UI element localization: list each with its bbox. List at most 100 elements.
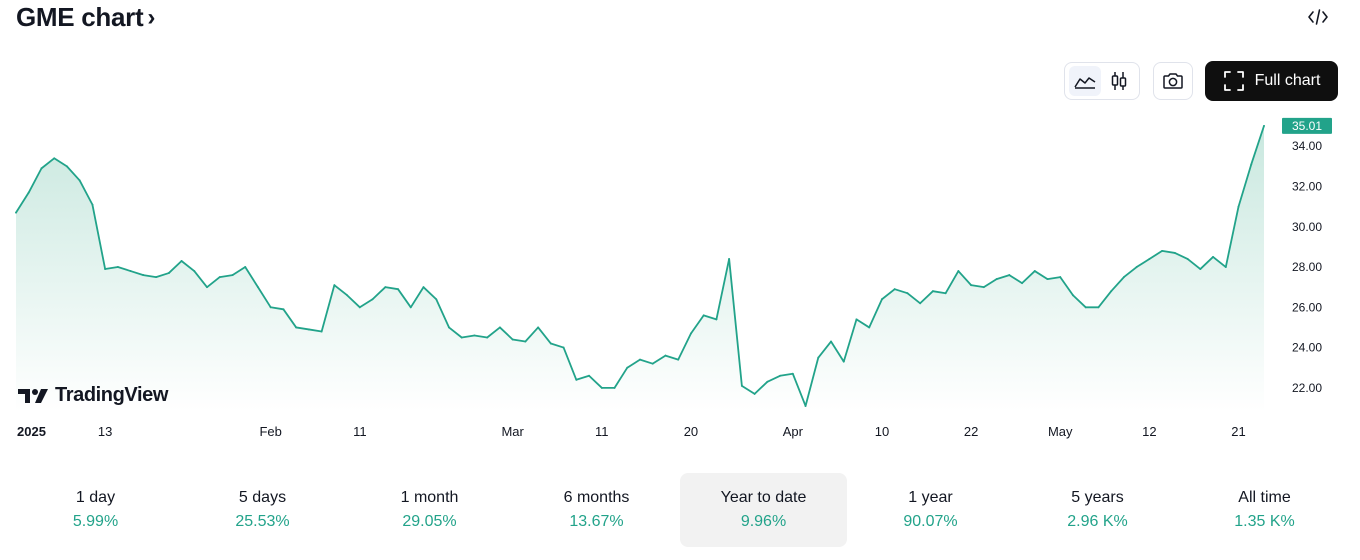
data-point: [66, 165, 68, 168]
data-point: [53, 157, 56, 160]
line-segment: [1059, 276, 1074, 297]
period-change-value: 90.07%: [903, 513, 958, 530]
x-tick-label: Feb: [259, 424, 282, 439]
line-segment: [78, 179, 94, 206]
camera-icon: [1163, 73, 1183, 89]
data-point: [613, 386, 616, 389]
data-point: [1123, 276, 1125, 278]
period-change-value: 1.35 K%: [1234, 513, 1295, 530]
data-point: [257, 286, 259, 289]
line-segment: [397, 288, 412, 309]
line-segment: [282, 308, 298, 329]
tradingview-logo[interactable]: TradingView: [17, 384, 168, 407]
period-change-value: 9.96%: [740, 513, 787, 530]
embed-code-button[interactable]: [1304, 6, 1332, 28]
data-point: [15, 211, 17, 214]
data-point: [104, 268, 107, 270]
line-segment: [307, 328, 323, 333]
line-segment: [1224, 205, 1240, 268]
line-segment: [804, 356, 820, 407]
data-point: [333, 284, 336, 287]
y-tick-label: 34.00: [1292, 139, 1322, 153]
y-tick-label: 28.00: [1292, 260, 1322, 274]
data-point: [906, 292, 909, 295]
data-point: [575, 378, 578, 381]
line-segment: [1021, 270, 1036, 285]
data-point: [549, 342, 552, 345]
data-point: [116, 266, 119, 268]
data-point: [473, 334, 476, 337]
data-point: [919, 302, 922, 305]
x-tick-label: Apr: [782, 424, 803, 439]
full-chart-button[interactable]: Full chart: [1205, 61, 1338, 101]
period-tab[interactable]: 5 years 2.96 K%: [1014, 473, 1181, 547]
line-segment: [982, 278, 998, 289]
line-segment: [371, 286, 387, 301]
data-point: [142, 274, 145, 276]
line-segment: [257, 286, 272, 309]
data-point: [1250, 163, 1253, 166]
data-point: [1237, 205, 1240, 208]
tradingview-logo-text: TradingView: [55, 384, 169, 406]
line-segment: [842, 318, 858, 363]
price-chart[interactable]: 34.00 32.00 30.00 28.00 26.00 24.00 22.00 35.0…: [0, 110, 1360, 420]
x-tick-label: Mar: [501, 424, 524, 439]
data-point: [677, 358, 680, 361]
candlestick-icon: [1111, 72, 1127, 90]
data-point: [1033, 270, 1036, 272]
line-segment: [435, 298, 450, 329]
data-point: [881, 298, 883, 301]
data-point: [193, 270, 196, 272]
line-segment: [129, 270, 145, 276]
line-segment: [244, 266, 259, 289]
line-segment: [728, 258, 743, 387]
data-point: [397, 288, 399, 291]
period-tab[interactable]: 1 day 5.99%: [12, 473, 179, 547]
line-segment: [409, 286, 425, 309]
data-point: [715, 318, 718, 321]
period-tab[interactable]: 6 months 13.67%: [513, 473, 680, 547]
period-change-value: 29.05%: [402, 513, 457, 530]
data-point: [957, 270, 960, 272]
line-segment: [613, 366, 629, 389]
page-title: GME chart: [16, 2, 144, 32]
data-point: [218, 276, 221, 278]
data-point: [358, 306, 361, 309]
line-segment: [499, 326, 514, 341]
last-price-label: 35.01: [1292, 119, 1322, 133]
period-tab[interactable]: 5 days 25.53%: [179, 473, 346, 547]
data-point: [511, 338, 514, 341]
line-segment: [893, 288, 909, 295]
x-tick-label: May: [1047, 424, 1073, 439]
line-segment: [40, 157, 56, 170]
line-segment: [1046, 276, 1062, 281]
data-point: [664, 354, 667, 357]
line-segment: [448, 326, 463, 339]
data-point: [995, 278, 998, 281]
y-axis: 34.00 32.00 30.00 28.00 26.00 24.00 22.00: [1292, 139, 1322, 395]
period-tab[interactable]: All time 1.35 K%: [1181, 473, 1348, 547]
data-point: [893, 288, 896, 291]
data-point: [753, 392, 756, 395]
line-segment: [524, 326, 540, 343]
data-point: [600, 386, 603, 389]
chevron-right-icon: ›: [147, 3, 156, 31]
candlestick-chart-button[interactable]: [1103, 66, 1135, 96]
period-label: 5 years: [1071, 489, 1124, 506]
line-segment: [1173, 252, 1189, 260]
line-segment: [193, 270, 208, 289]
area-chart-button[interactable]: [1069, 66, 1101, 96]
line-segment: [1097, 290, 1113, 309]
snapshot-button[interactable]: [1153, 62, 1193, 100]
line-segment: [320, 284, 336, 333]
period-tab[interactable]: 1 month 29.05%: [346, 473, 513, 547]
period-label: 6 months: [563, 489, 630, 506]
data-point: [842, 360, 845, 363]
line-segment: [881, 288, 896, 301]
period-tab[interactable]: 1 year 90.07%: [847, 473, 1014, 547]
chart-title-link[interactable]: GME chart ›: [16, 2, 155, 33]
data-point: [435, 298, 438, 301]
line-segment: [549, 342, 565, 349]
line-segment: [155, 272, 170, 278]
period-tab[interactable]: Year to date 9.96%: [680, 473, 847, 547]
